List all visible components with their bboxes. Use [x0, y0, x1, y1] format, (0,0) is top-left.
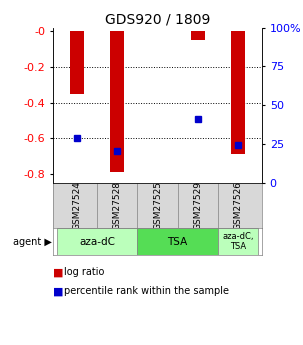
- Text: GSM27529: GSM27529: [193, 181, 202, 230]
- Text: aza-dC,
TSA: aza-dC, TSA: [222, 232, 254, 251]
- Bar: [70, 31, 84, 93]
- Bar: [57, 228, 138, 255]
- Bar: [138, 228, 218, 255]
- Text: GSM27524: GSM27524: [73, 181, 82, 230]
- Text: ■: ■: [53, 286, 64, 296]
- Text: agent ▶: agent ▶: [13, 237, 52, 246]
- Text: GSM27526: GSM27526: [234, 181, 242, 230]
- Bar: [110, 31, 125, 172]
- Text: log ratio: log ratio: [64, 267, 104, 277]
- Text: aza-dC: aza-dC: [79, 237, 115, 246]
- Text: GSM27528: GSM27528: [113, 181, 122, 230]
- Bar: [231, 31, 245, 154]
- Title: GDS920 / 1809: GDS920 / 1809: [105, 12, 210, 27]
- Bar: [191, 31, 205, 40]
- Text: GSM27525: GSM27525: [153, 181, 162, 230]
- Text: ■: ■: [53, 267, 64, 277]
- Bar: [218, 228, 258, 255]
- Text: percentile rank within the sample: percentile rank within the sample: [64, 286, 229, 296]
- Text: TSA: TSA: [168, 237, 188, 246]
